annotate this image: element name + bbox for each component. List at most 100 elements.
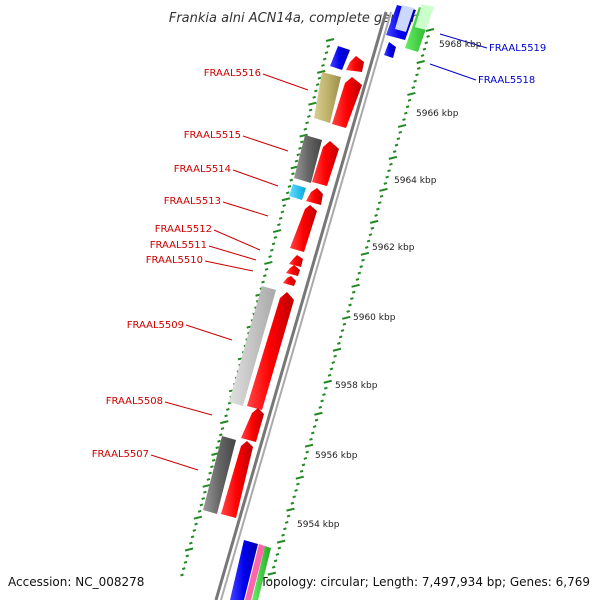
- gene-block-blue-top: [330, 46, 350, 70]
- guide-dot: [397, 123, 407, 128]
- forward-strand-genes: [221, 56, 364, 518]
- gene-block-frg5509: [229, 286, 276, 406]
- guide-dot: [392, 150, 397, 153]
- guide-dot: [407, 91, 416, 96]
- guide-dot: [280, 210, 285, 214]
- guide-dot: [294, 159, 299, 163]
- gene-arrow-8: [283, 276, 296, 286]
- guide-dot: [411, 86, 416, 90]
- guide-dot: [290, 501, 295, 505]
- guide-dot: [340, 329, 345, 333]
- guide-dot: [220, 427, 225, 430]
- gene-arrow-4: [306, 188, 323, 205]
- guide-dot: [332, 347, 342, 352]
- guide-dot: [394, 143, 399, 147]
- guide-dot: [314, 89, 318, 93]
- guide-dot: [389, 162, 393, 166]
- guide-dot: [326, 44, 331, 48]
- guide-dot: [376, 207, 380, 211]
- gene-block-frg5516: [314, 72, 341, 123]
- guide-dot: [289, 178, 294, 182]
- guide-dot: [218, 433, 223, 437]
- tick-label: 5968 kbp: [439, 40, 482, 50]
- guide-dot: [312, 95, 316, 99]
- gene-label: FRAAL5511: [150, 240, 207, 251]
- guide-dot: [359, 265, 363, 269]
- guide-dot: [203, 490, 207, 494]
- gene-arrow-top-left: [384, 42, 396, 58]
- guide-dot: [348, 303, 352, 307]
- guide-dot: [323, 379, 332, 384]
- gene-block-green-bottom: [252, 546, 271, 600]
- gene-block-pink-bottom: [245, 544, 265, 600]
- guide-dot: [271, 242, 276, 246]
- guide-dot: [285, 191, 290, 195]
- accession-text: Accession: NC_008278: [8, 575, 144, 589]
- guide-dot: [325, 38, 335, 42]
- guide-dot: [417, 66, 421, 70]
- guide-dot: [206, 478, 211, 481]
- guide-dot: [338, 335, 343, 339]
- guide-dot: [185, 554, 190, 558]
- guide-dot: [337, 341, 341, 345]
- guide-dot: [264, 260, 273, 265]
- genome-backbone: [214, 11, 392, 600]
- guide-dot: [314, 411, 323, 416]
- guide-dot: [350, 297, 354, 301]
- gene-label: FRAAL5514: [174, 164, 231, 175]
- guide-dot: [321, 64, 325, 67]
- guide-dot: [281, 197, 291, 202]
- guide-dot: [312, 425, 317, 428]
- tick-label: 5964 kbp: [394, 176, 437, 186]
- gene-block-blue-bottom: [230, 540, 258, 600]
- gene-labels-left: FRAAL5516 FRAAL5515 FRAAL5514 FRAAL5513 …: [92, 68, 261, 460]
- gene-label: FRAAL5512: [155, 224, 212, 235]
- guide-dot: [270, 248, 274, 252]
- guide-dot: [199, 503, 204, 507]
- guide-dot: [215, 446, 220, 450]
- guide-dot: [211, 458, 216, 462]
- guide-dot: [273, 235, 278, 239]
- gene-label: FRAAL5515: [184, 130, 241, 141]
- guide-dot: [383, 182, 388, 185]
- guide-dot: [299, 140, 304, 144]
- guide-dot: [202, 483, 211, 488]
- guide-dot: [278, 216, 283, 220]
- guide-dot: [303, 457, 308, 460]
- guide-dot: [357, 271, 362, 275]
- guide-dot: [192, 528, 197, 532]
- guide-dot: [262, 274, 267, 278]
- gene-arrow-9: [247, 292, 294, 410]
- reverse-strand-genes: [203, 46, 350, 600]
- guide-dot: [416, 60, 425, 64]
- guide-dot: [286, 507, 295, 512]
- guide-dot: [346, 309, 350, 313]
- guide-dot: [281, 533, 285, 537]
- guide-dot: [377, 201, 382, 205]
- gene-block-top-lightblue: [395, 5, 414, 32]
- guide-dot: [286, 514, 291, 518]
- guide-dot: [351, 290, 356, 294]
- guide-dot: [217, 439, 221, 443]
- guide-dot: [361, 258, 365, 262]
- guide-dot: [405, 105, 410, 109]
- guide-dot: [180, 573, 184, 577]
- kbp-tick-labels: 5968 kbp 5966 kbp 5964 kbp 5962 kbp 5960…: [297, 40, 482, 530]
- guide-dot: [268, 255, 272, 258]
- guide-dot: [315, 83, 320, 87]
- guide-dot: [379, 194, 384, 198]
- gene-arrow-3: [312, 141, 339, 186]
- guide-dot: [308, 108, 313, 112]
- gene-label: FRAAL5509: [127, 320, 184, 331]
- guide-dot: [415, 73, 419, 77]
- gene-arrow-1: [346, 56, 364, 72]
- gene-arrow-10: [241, 408, 264, 442]
- guide-dot: [183, 560, 188, 564]
- guide-dot: [225, 407, 230, 411]
- guide-dot: [333, 354, 337, 358]
- guide-dot: [298, 146, 302, 150]
- guide-dot: [407, 98, 412, 102]
- gene-block-frg5507: [203, 436, 236, 514]
- left-dotted-guide: [180, 38, 335, 577]
